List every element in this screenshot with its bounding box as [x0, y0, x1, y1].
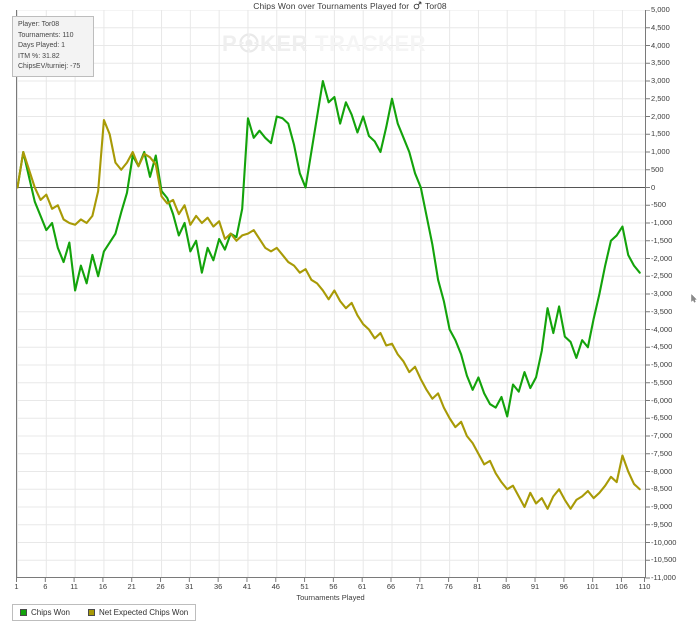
y-tick-label: -3,500 [651, 306, 673, 316]
mouse-cursor-artifact [691, 290, 697, 303]
y-tick-label: 0 [651, 182, 656, 192]
legend-label-net-expected: Net Expected Chips Won [98, 608, 189, 617]
y-tick-label: -3,000 [651, 289, 673, 298]
info-line-player: Player: Tor08 [18, 21, 60, 28]
x-tick-label: 41 [242, 582, 252, 591]
y-tick-label: 3,000 [651, 76, 670, 85]
y-tick-label: -11,000 [651, 573, 676, 582]
series-lines [17, 79, 641, 510]
legend-item-chips-won[interactable]: Chips Won [20, 608, 70, 617]
y-tick-label: -8,500 [651, 484, 673, 494]
y-tick-label: 2,500 [651, 93, 670, 103]
chart-title-player: Tor08 [425, 1, 447, 11]
info-line-itm-pct: ITM %: 31.82 [18, 52, 60, 60]
grid-lines [17, 10, 645, 577]
legend-swatch-chips-won [20, 609, 27, 616]
x-tick-label: 36 [214, 582, 223, 591]
series-line-0 [17, 79, 641, 418]
chart-title: Chips Won over Tournaments Played for To… [0, 1, 700, 12]
x-tick-label: 11 [70, 582, 78, 591]
x-tick-label: 91 [530, 582, 540, 591]
series-line-1 [17, 119, 641, 510]
y-tick-label: -500 [651, 200, 667, 210]
y-axis-ticks [645, 10, 650, 579]
x-tick-label: 21 [127, 582, 136, 591]
y-tick-label: 2,000 [651, 111, 670, 121]
plot-inner [17, 10, 645, 577]
male-gender-icon [413, 1, 422, 12]
plot-svg [17, 10, 645, 577]
y-tick-label: -6,500 [651, 413, 673, 423]
x-tick-label: 46 [271, 582, 280, 591]
x-tick-label: 26 [156, 582, 165, 591]
y-tick-label: -8,000 [651, 466, 673, 476]
y-tick-label: -9,500 [651, 519, 673, 529]
x-axis-title: Tournaments Played [296, 593, 365, 602]
x-tick-label: 81 [473, 582, 482, 591]
y-tick-label: -1,500 [651, 235, 673, 245]
x-tick-label: 66 [386, 582, 396, 591]
legend-label-chips-won: Chips Won [31, 608, 70, 617]
y-tick-label: -4,000 [651, 324, 673, 334]
x-tick-label: 1 [14, 582, 19, 591]
legend-item-net-expected-chips-won[interactable]: Net Expected Chips Won [87, 608, 189, 617]
y-tick-label: -7,500 [651, 448, 673, 458]
player-info-box: Player: Tor08 Tournaments: 110 Days Play… [12, 16, 94, 77]
info-line-chipsev: ChipsEV/turniej: -75 [18, 63, 81, 71]
x-tick-label: 61 [358, 582, 367, 591]
y-tick-label: -4,500 [651, 342, 673, 352]
x-tick-label: 86 [502, 582, 511, 591]
chart-title-prefix: Chips Won over Tournaments Played for [253, 1, 410, 11]
y-tick-label: -2,500 [651, 271, 673, 281]
x-axis-ticks [16, 578, 645, 582]
x-tick-label: 71 [415, 582, 424, 591]
x-tick-label: 106 [615, 582, 628, 591]
y-tick-label: -1,000 [651, 218, 673, 227]
x-tick-label: 16 [98, 582, 108, 591]
x-tick-label: 56 [329, 582, 338, 591]
info-line-days-played: Days Played: 1 [18, 42, 66, 50]
y-tick-label: -7,000 [651, 431, 673, 440]
y-tick-label: 4,000 [651, 40, 670, 50]
y-tick-label: 3,500 [651, 58, 670, 68]
x-tick-label: 101 [586, 582, 599, 591]
y-tick-label: 5,000 [651, 5, 670, 14]
y-tick-label: 4,500 [651, 22, 670, 32]
y-tick-label: -10,500 [651, 555, 677, 565]
y-tick-label: 500 [651, 164, 664, 174]
x-tick-label: 96 [559, 582, 568, 591]
y-tick-label: -6,000 [651, 395, 673, 405]
y-tick-label: -5,000 [651, 360, 673, 369]
y-tick-label: 1,500 [651, 129, 670, 139]
x-tick-label: 76 [444, 582, 453, 591]
legend-swatch-net-expected [87, 609, 95, 616]
x-tick-label: 31 [185, 582, 194, 591]
x-tick-label: 6 [43, 582, 48, 591]
y-tick-label: -9,000 [651, 502, 673, 511]
y-tick-label: -5,500 [651, 377, 673, 387]
plot-area [16, 10, 645, 578]
x-tick-label: 110 [638, 582, 651, 591]
y-tick-label: -10,000 [651, 537, 677, 547]
y-tick-label: -2,000 [651, 253, 673, 263]
chart-legend: Chips Won Net Expected Chips Won [12, 604, 197, 621]
y-tick-label: 1,000 [651, 147, 670, 156]
info-line-tournaments: Tournaments: 110 [18, 31, 74, 39]
x-tick-label: 51 [300, 582, 309, 591]
